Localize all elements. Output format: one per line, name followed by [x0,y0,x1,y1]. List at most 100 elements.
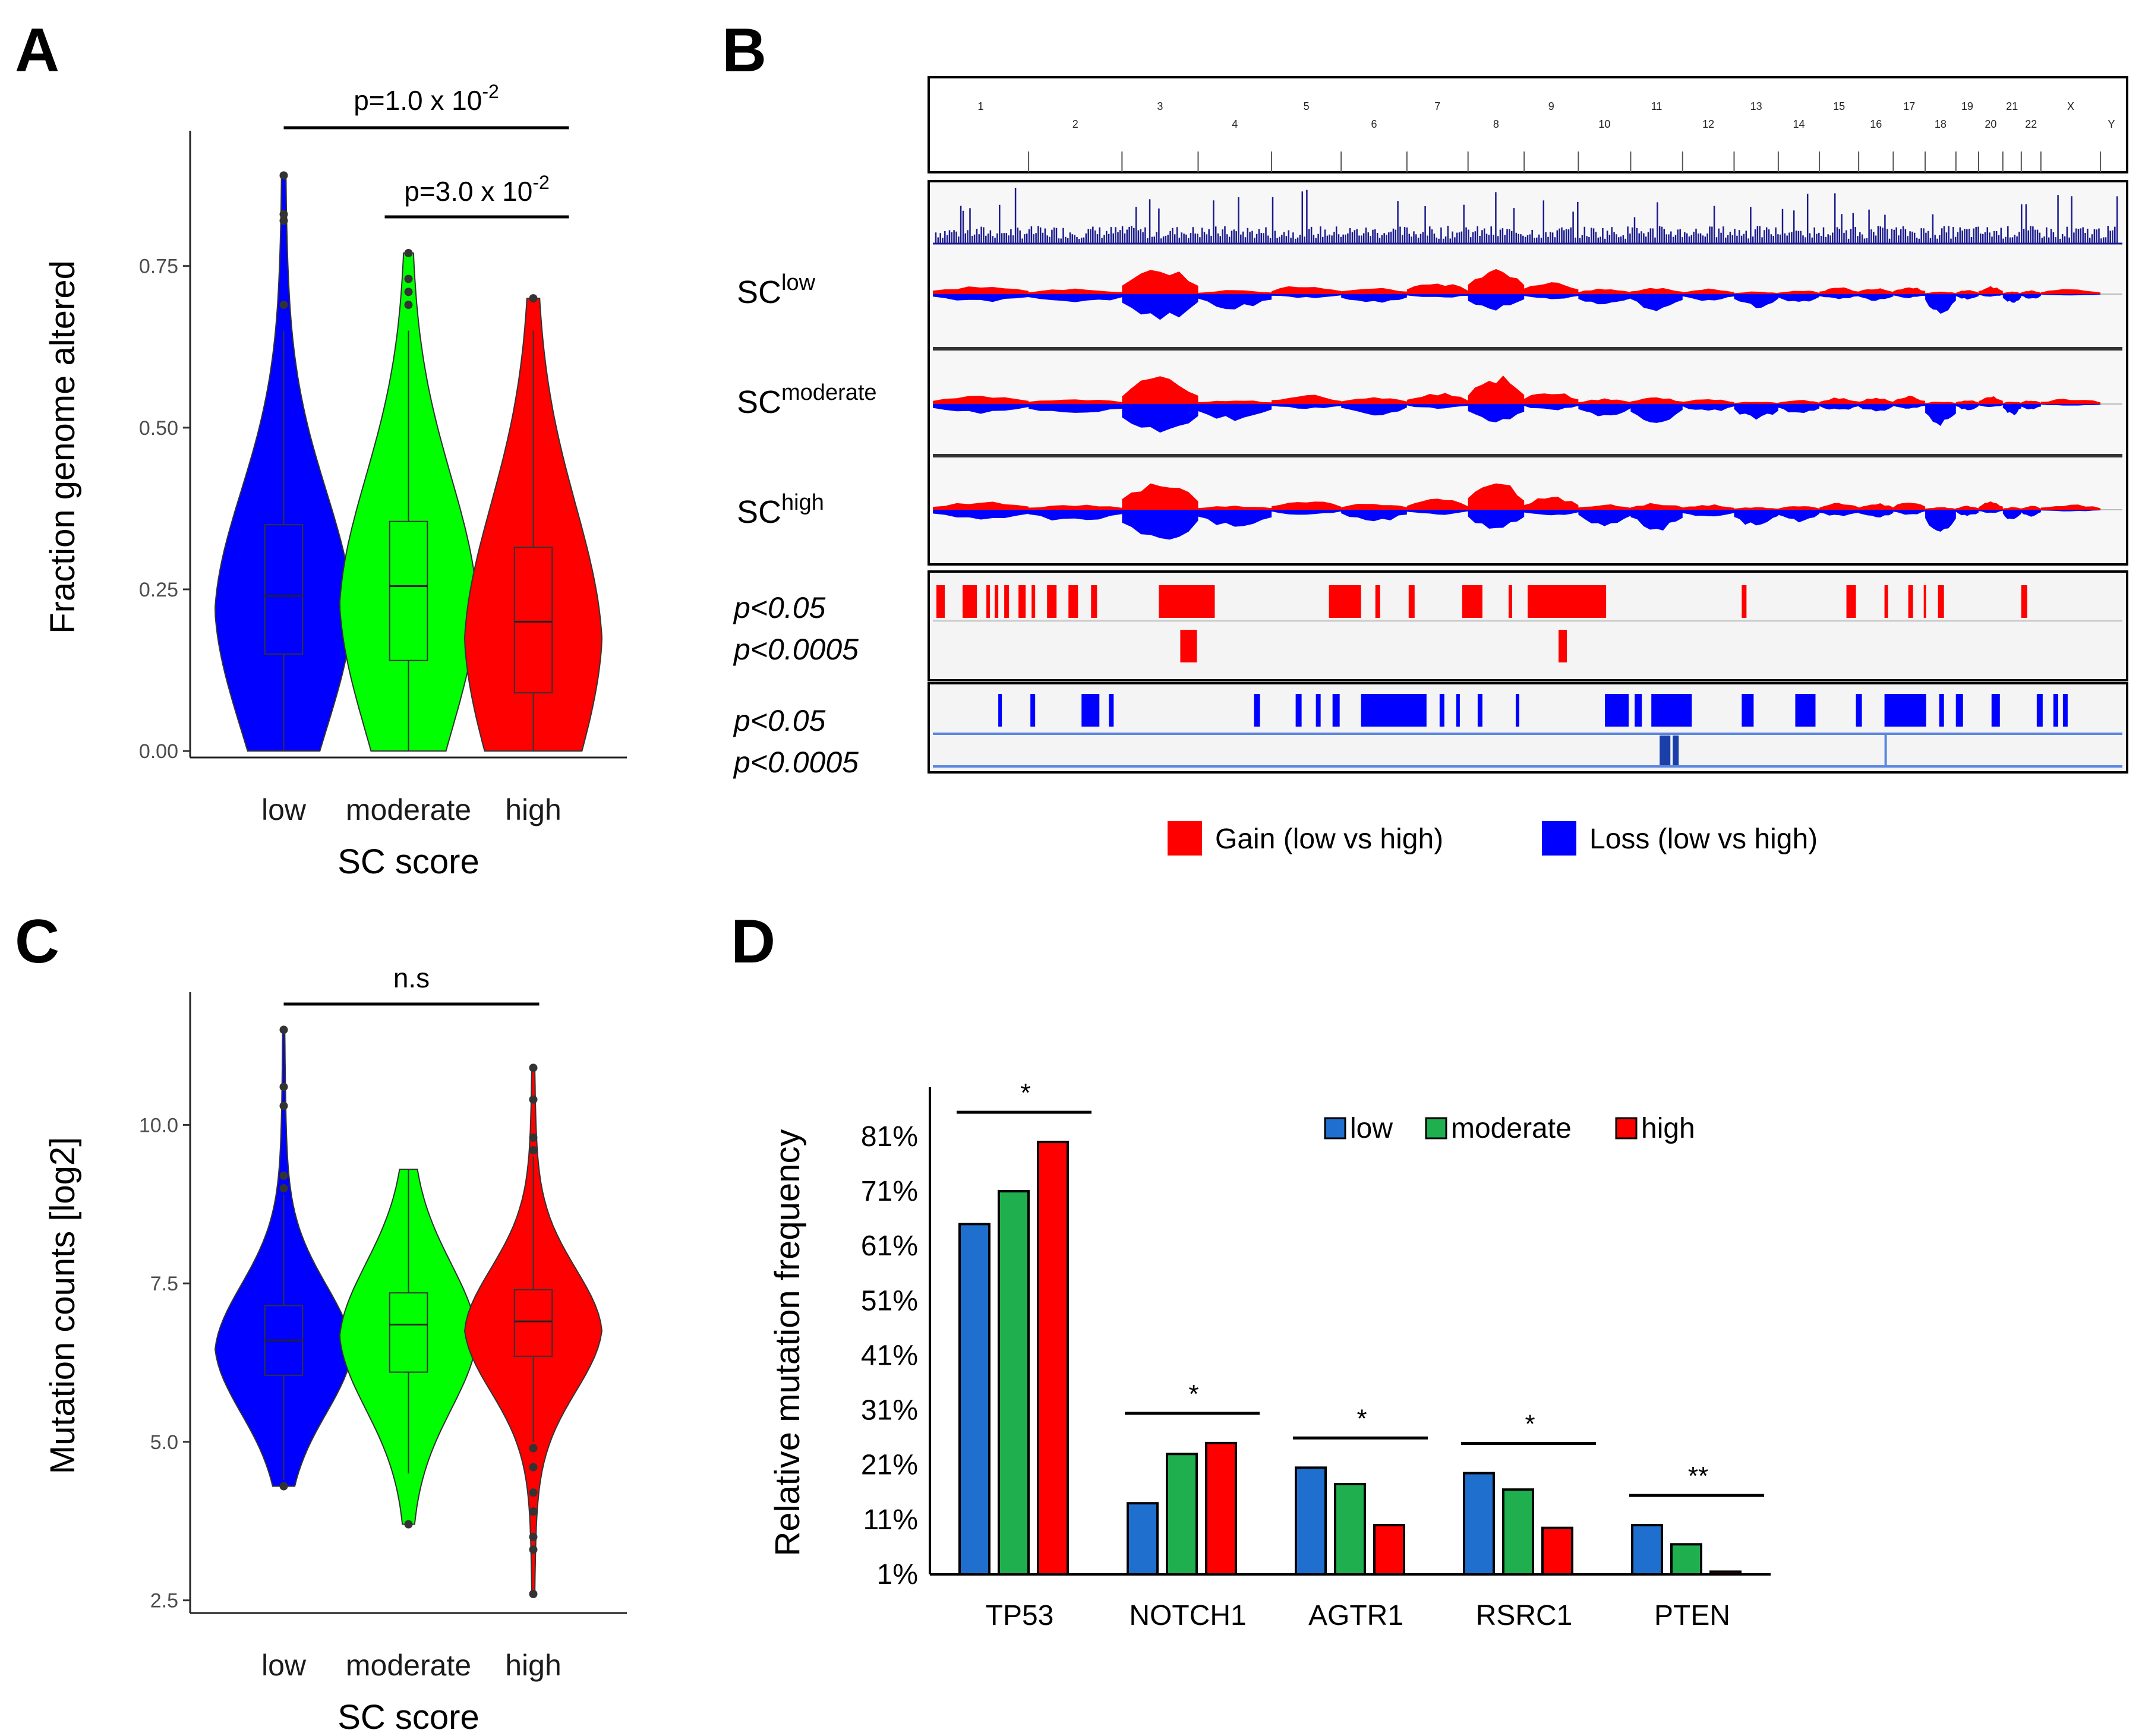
panel-c-violin-chart: 2.5 5.0 7.5 10.0 low moderate high SC score Muta… [43,962,627,1736]
d-category-label-RSRC1: RSRC1 [1476,1600,1573,1631]
chromosome-label-18: 18 [1935,118,1947,130]
panel-letter-a: A [15,16,59,85]
gain-p005-segment [1846,585,1856,618]
c-violin-moderate [339,1169,478,1525]
chromosome-label-13: 13 [1750,100,1762,112]
panel-letter-b: B [722,16,766,85]
cnv-loss-profile-high [933,510,2122,540]
loss-p005-segment [1109,694,1114,727]
cnv-gain-profile-low [933,269,2122,294]
a-outlier-point [404,301,413,310]
loss-p005-segment [1439,694,1444,727]
loss-p005-segment [2062,694,2068,727]
loss-p005-segment [1295,694,1302,727]
c-outlier-point [529,1146,538,1155]
chromosome-label-7: 7 [1434,100,1440,112]
loss-p005-segment [1456,694,1460,727]
loss-p005-segment [1896,694,1926,727]
panel-a-violin-chart: 0.00 0.25 0.50 0.75 low moderate high SC score F… [43,81,627,881]
c-outlier-point [529,1095,538,1104]
gain-p005-segment [1159,585,1215,618]
track-label-sc-moderate: SCmoderate [737,380,877,420]
legend-loss-label: Loss (low vs high) [1589,823,1818,855]
cnv-gain-profile-moderate [933,375,2122,404]
d-ytick-label: 11% [863,1504,918,1536]
c-category-label-low: low [261,1649,307,1682]
gain-p005-segment [1047,585,1057,618]
c-x-axis-title: SC score [337,1698,479,1736]
loss-p005-segment [1477,694,1482,727]
loss-p005-segment [1795,694,1816,727]
d-significance-star: ** [1688,1462,1708,1491]
loss-p005-segment [1332,694,1340,727]
d-category-label-AGTR1: AGTR1 [1308,1600,1403,1631]
track-label-sc-low: SClow [737,270,816,310]
chromosome-ideogram-box [928,76,2128,173]
gain-p005-segment [1004,585,1010,618]
a-outlier-point [529,294,538,303]
chromosome-label-21: 21 [2006,100,2018,112]
cnv-gain-profile-high [933,483,2122,510]
d-ytick-label: 21% [861,1450,918,1481]
gain-p005-segment [1923,585,1926,618]
chromosome-label-6: 6 [1371,118,1377,130]
gain-p005-segment [1329,585,1361,618]
loss-p005-segment [1742,694,1754,727]
a-outlier-point [404,248,413,257]
d-legend-label-low: low [1350,1113,1393,1144]
legend-gain-swatch [1168,821,1202,856]
c-ytick-label: 2.5 [150,1590,178,1612]
chromosome-label-Y: Y [2108,118,2115,130]
loss-p005-label: p<0.05 [733,704,826,737]
c-outlier-point [529,1589,538,1598]
a-box-low [264,524,304,655]
a-ytick-label: 0.50 [139,417,178,440]
a-outlier-point [279,210,288,219]
a-category-label-high: high [505,793,561,826]
c-ytick-label: 7.5 [150,1273,178,1295]
gain-p005-segment [1091,585,1097,618]
loss-p005-segment [1955,694,1963,727]
d-bar-RSRC1-high [1541,1526,1573,1576]
c-category-label-moderate: moderate [346,1649,471,1682]
gain-significance-bars [933,585,2122,662]
chromosome-label-2: 2 [1072,118,1078,130]
gain-p005-segment [1884,585,1888,618]
d-bar-TP53-high [1037,1141,1069,1576]
c-outlier-point [529,1444,538,1453]
d-bar-PTEN-moderate [1670,1543,1702,1576]
c-outlier-point [279,1101,288,1110]
gain-p005-segment [1375,585,1380,618]
chromosome-label-4: 4 [1232,118,1238,130]
c-outlier-point [404,1520,413,1529]
loss-p005-segment [2036,694,2043,727]
gain-p005-segment [1408,585,1415,618]
a-category-label-low: low [261,793,307,826]
cnv-loss-profile-moderate [933,404,2122,433]
loss-p005-segment [1991,694,2000,727]
d-legend-label-high: high [1641,1113,1695,1144]
chromosome-label-5: 5 [1304,100,1310,112]
legend-gain-label: Gain (low vs high) [1215,823,1443,855]
gain-p005-segment [936,585,945,618]
a-box-moderate [389,520,428,661]
d-category-label-TP53: TP53 [986,1600,1054,1631]
chromosome-label-16: 16 [1870,118,1882,130]
loss-p005-segment [2053,694,2058,727]
a-comparison-label: p=3.0 x 10-2 [404,172,550,207]
gain-p005-segment [1018,585,1026,618]
panel-letter-c: C [15,907,59,976]
loss-p00005-label: p<0.0005 [733,746,859,779]
d-bar-TP53-low [958,1223,990,1576]
loss-p00005-segment [1660,736,1671,765]
d-legend-swatch-moderate [1425,1117,1447,1140]
c-outlier-point [279,1025,288,1034]
loss-p005-segment [1939,694,1944,727]
c-box-high [513,1289,553,1357]
gain-p005-segment [2021,585,2027,618]
loss-pvalue-box [928,682,2128,774]
c-outlier-point [279,1171,288,1180]
chromosome-label-9: 9 [1548,100,1554,112]
gain-p005-segment [1031,585,1036,618]
